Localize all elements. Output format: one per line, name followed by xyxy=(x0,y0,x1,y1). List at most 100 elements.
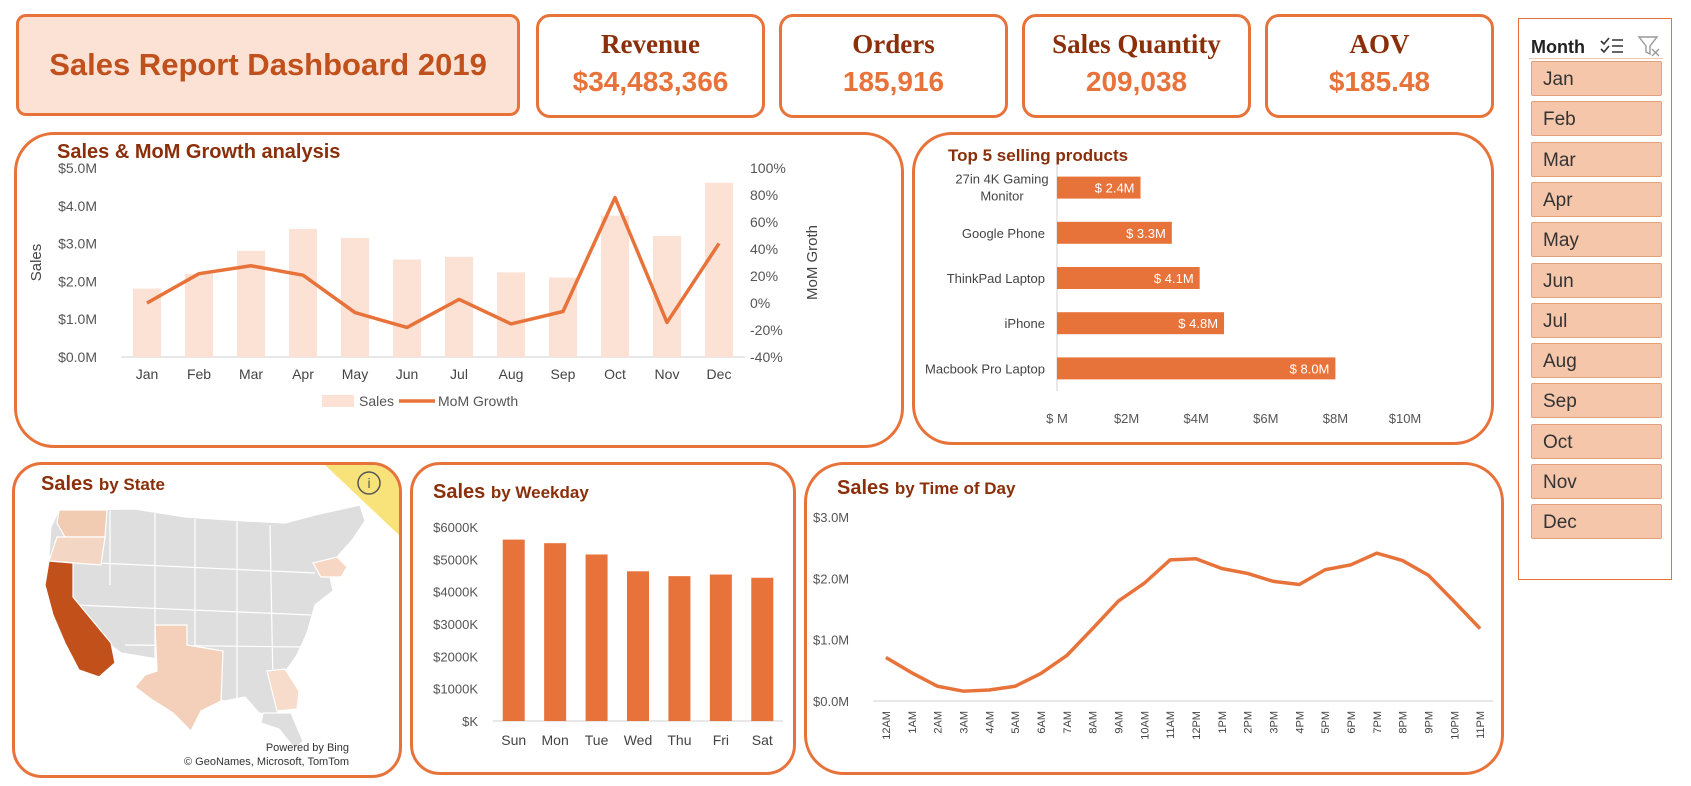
y2-tick-label: 20% xyxy=(750,268,778,284)
product-data-label: $ 4.8M xyxy=(1178,316,1218,331)
kpi-label: AOV xyxy=(1268,29,1491,60)
y2-tick-label: -40% xyxy=(750,349,783,365)
y-tick-label: $2.0M xyxy=(813,571,849,586)
y-tick-label: $5000K xyxy=(433,552,478,567)
slicer-item-feb[interactable]: Feb xyxy=(1531,101,1662,136)
y2-tick-label: 40% xyxy=(750,241,778,257)
clear-filter-icon[interactable] xyxy=(1637,34,1663,58)
x-tick-label: Nov xyxy=(655,366,680,382)
top-products-panel: Top 5 selling products $ 2.4M 27in 4K Gam… xyxy=(912,132,1494,445)
top-products-chart: $ 2.4M27in 4K GamingMonitor$ 3.3MGoogle … xyxy=(915,135,1491,442)
product-data-label: $ 2.4M xyxy=(1095,181,1135,196)
sales-bar xyxy=(341,238,369,357)
y-tick-label: $2000K xyxy=(433,649,478,664)
x-tick-label: Thu xyxy=(667,732,691,748)
y-tick-label: $5.0M xyxy=(58,160,97,176)
x-tick-label: Feb xyxy=(187,366,211,382)
slicer-item-mar[interactable]: Mar xyxy=(1531,142,1662,177)
multi-select-icon[interactable] xyxy=(1599,35,1625,57)
slicer-item-jan[interactable]: Jan xyxy=(1531,61,1662,96)
kpi-value: $185.48 xyxy=(1268,66,1491,98)
x-tick-label: 10PM xyxy=(1449,711,1461,740)
sales-bar xyxy=(185,274,213,357)
slicer-item-jul[interactable]: Jul xyxy=(1531,303,1662,338)
map-credit-bing: Powered by Bing xyxy=(266,742,349,754)
y-tick-label: $1.0M xyxy=(813,633,849,648)
slicer-item-may[interactable]: May xyxy=(1531,222,1662,257)
state-oregon xyxy=(49,537,105,565)
x-tick-label: Mar xyxy=(239,366,263,382)
y-tick-label: $3.0M xyxy=(58,236,97,252)
slicer-item-jun[interactable]: Jun xyxy=(1531,263,1662,298)
slicer-item-dec[interactable]: Dec xyxy=(1531,504,1662,539)
kpi-label: Orders xyxy=(782,29,1005,60)
weekday-bar xyxy=(710,575,732,721)
info-icon-glyph: i xyxy=(367,475,370,491)
x-tick-label: 3AM xyxy=(958,711,970,734)
sales-bar xyxy=(497,272,525,357)
slicer-item-oct[interactable]: Oct xyxy=(1531,424,1662,459)
product-data-label: $ 3.3M xyxy=(1126,226,1166,241)
x-tick-label: Sun xyxy=(501,732,526,748)
x-tick-label: 5PM xyxy=(1320,711,1332,734)
slicer-item-aug[interactable]: Aug xyxy=(1531,343,1662,378)
y-tick-label: $K xyxy=(462,714,478,729)
slicer-item-apr[interactable]: Apr xyxy=(1531,182,1662,217)
product-label: Monitor xyxy=(980,189,1024,204)
weekday-chart: $K$1000K$2000K$3000K$4000K$5000K$6000KSu… xyxy=(413,465,793,772)
x-tick-label: 3PM xyxy=(1268,711,1280,734)
slicer-item-nov[interactable]: Nov xyxy=(1531,464,1662,499)
product-label: ThinkPad Laptop xyxy=(947,271,1045,286)
x-tick-label: $ M xyxy=(1046,411,1068,426)
product-data-label: $ 4.1M xyxy=(1154,271,1194,286)
product-label: Google Phone xyxy=(962,226,1045,241)
state-map-panel: Sales by State i Powered by Bing © GeoNa… xyxy=(12,462,402,778)
weekday-bar xyxy=(544,543,566,721)
x-tick-label: $8M xyxy=(1323,411,1348,426)
y2-tick-label: 100% xyxy=(750,160,786,176)
sales-bar xyxy=(289,229,317,357)
x-tick-label: 1PM xyxy=(1217,711,1229,734)
y-tick-label: $3000K xyxy=(433,617,478,632)
x-tick-label: $10M xyxy=(1389,411,1422,426)
kpi-quantity-card: Sales Quantity 209,038 xyxy=(1022,14,1251,118)
y2-tick-label: 60% xyxy=(750,214,778,230)
kpi-label: Sales Quantity xyxy=(1025,29,1248,60)
y-tick-label: $2.0M xyxy=(58,273,97,289)
weekday-bar xyxy=(586,554,608,721)
month-slicer: Month Jan Feb Mar Apr May Jun Jul Aug Sep Oct Nov D… xyxy=(1518,18,1672,580)
weekday-bar xyxy=(627,571,649,721)
x-tick-label: 4PM xyxy=(1294,711,1306,734)
x-tick-label: Dec xyxy=(707,366,732,382)
y-axis-title: Sales xyxy=(28,244,45,282)
kpi-aov-card: AOV $185.48 xyxy=(1265,14,1494,118)
x-tick-label: 2PM xyxy=(1243,711,1255,734)
x-tick-label: Wed xyxy=(624,732,653,748)
product-label: Macbook Pro Laptop xyxy=(925,361,1045,376)
x-tick-label: Aug xyxy=(499,366,524,382)
tod-sales-line xyxy=(886,553,1480,691)
x-tick-label: Sat xyxy=(752,732,773,748)
x-tick-label: Sep xyxy=(551,366,576,382)
us-map: i Powered by Bing © GeoNames, Microsoft,… xyxy=(15,465,399,775)
y-tick-label: $4000K xyxy=(433,585,478,600)
slicer-header: Month xyxy=(1529,29,1663,59)
x-tick-label: 7AM xyxy=(1062,711,1074,734)
y-tick-label: $3.0M xyxy=(813,510,849,525)
sales-bar xyxy=(393,259,421,357)
us-states xyxy=(45,505,365,749)
x-tick-label: 1AM xyxy=(907,711,919,734)
y-tick-label: $6000K xyxy=(433,520,478,535)
y-tick-label: $0.0M xyxy=(58,349,97,365)
weekday-bar xyxy=(668,576,690,721)
slicer-item-sep[interactable]: Sep xyxy=(1531,383,1662,418)
y-tick-label: $1.0M xyxy=(58,311,97,327)
x-tick-label: 11PM xyxy=(1475,711,1487,739)
y2-tick-label: -20% xyxy=(750,322,783,338)
x-tick-label: 12AM xyxy=(881,711,893,740)
x-tick-label: Jan xyxy=(136,366,159,382)
x-tick-label: $2M xyxy=(1114,411,1139,426)
x-tick-label: Fri xyxy=(713,732,729,748)
product-data-label: $ 8.0M xyxy=(1290,361,1330,376)
map-credit-geonames: © GeoNames, Microsoft, TomTom xyxy=(184,756,349,768)
